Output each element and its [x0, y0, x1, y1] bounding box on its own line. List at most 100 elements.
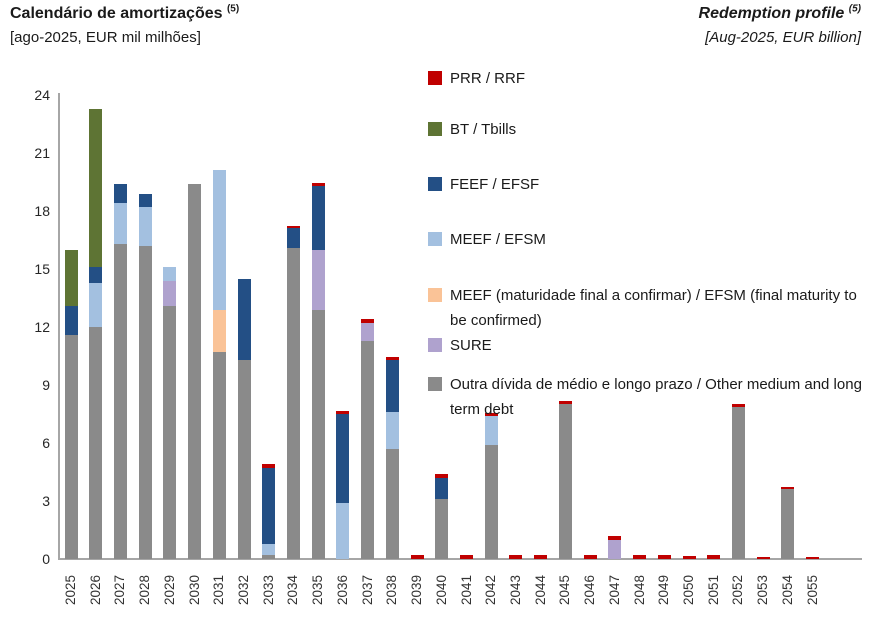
bar-segment-efsm-2036 [336, 502, 350, 559]
bar-segment-efsf-2033 [262, 468, 276, 544]
bar-segment-other-2030 [188, 183, 202, 559]
legend-label-other: Outra dívida de médio e longo prazo / Ot… [450, 376, 862, 418]
y-tick-0: 0 [42, 551, 50, 567]
bar-segment-efsf-2026 [89, 267, 103, 283]
bar-segment-efsm-2028 [138, 207, 152, 246]
bar-segment-rrf-2034 [286, 225, 300, 229]
x-tick-2036: 2036 [334, 574, 350, 606]
bar-segment-efsm-2038 [385, 412, 399, 449]
bar-segment-rrf-2041 [460, 555, 474, 559]
bar-segment-other-2034 [286, 247, 300, 559]
legend-item-efsf: FEEF / EFSF [428, 172, 864, 197]
y-tick-12: 12 [34, 319, 50, 335]
bar-segment-rrf-2043 [509, 555, 523, 559]
legend-label-efsf: FEEF / EFSF [450, 176, 540, 193]
bar-segment-sure-2029 [163, 280, 177, 306]
bar-segment-efsf-2038 [385, 359, 399, 413]
bar-segment-efsf-2034 [286, 228, 300, 248]
bar-segment-rrf-2046 [583, 555, 597, 559]
bar-segment-efsf-2040 [435, 477, 449, 500]
bar-segment-other-2040 [435, 499, 449, 559]
bar-segment-rrf-2042 [484, 413, 498, 416]
x-tick-2042: 2042 [483, 574, 499, 606]
legend-label-efsm: MEEF / EFSM [450, 231, 546, 248]
y-tick-21: 21 [34, 145, 50, 161]
bar-segment-efsm_tbc-2031 [212, 309, 226, 353]
page-subtitle-en: [Aug-2025, EUR billion] [705, 29, 861, 46]
bar-segment-rrf-2055 [806, 557, 820, 559]
x-tick-2029: 2029 [161, 574, 177, 606]
x-tick-2035: 2035 [310, 574, 326, 606]
x-tick-2039: 2039 [409, 574, 425, 606]
bar-segment-rrf-2054 [781, 487, 795, 490]
x-tick-2050: 2050 [681, 574, 696, 606]
bar-segment-other-2052 [731, 407, 745, 559]
bar-segment-efsf-2027 [113, 183, 127, 204]
y-tick-15: 15 [34, 261, 50, 277]
bar-segment-efsf-2025 [64, 305, 78, 335]
x-tick-2026: 2026 [87, 574, 103, 606]
bar-segment-other-2038 [385, 448, 399, 559]
title-en-footnote: (5) [848, 3, 861, 15]
bar-segment-other-2033 [262, 555, 276, 559]
bar-segment-rrf-2048 [633, 555, 647, 559]
x-tick-2027: 2027 [112, 574, 128, 606]
x-tick-2046: 2046 [582, 574, 598, 606]
bar-segment-other-2029 [163, 305, 177, 559]
bar-segment-other-2028 [138, 245, 152, 559]
bar-segment-efsm-2026 [89, 282, 103, 327]
bar-segment-rrf-2045 [558, 401, 572, 405]
x-axis-line [58, 558, 862, 560]
x-tick-2045: 2045 [557, 574, 573, 606]
bar-segment-rrf-2033 [262, 464, 276, 469]
legend-item-tbills: BT / Tbills [428, 117, 864, 142]
legend-swatch-efsf [428, 177, 442, 191]
legend-label-rrf: PRR / RRF [450, 70, 525, 87]
x-tick-2033: 2033 [260, 574, 276, 606]
bar-segment-efsf-2036 [336, 414, 350, 503]
legend-swatch-efsm_tbc [428, 288, 442, 302]
page-title-pt: Calendário de amortizações (5) [10, 4, 239, 23]
title-en-text: Redemption profile [698, 5, 845, 22]
bar-segment-efsf-2032 [237, 278, 251, 360]
legend-swatch-tbills [428, 122, 442, 136]
bar-segment-other-2032 [237, 359, 251, 559]
legend-label-sure: SURE [450, 337, 492, 354]
bar-segment-efsm-2033 [262, 543, 276, 556]
legend-swatch-efsm [428, 232, 442, 246]
bar-segment-other-2031 [212, 352, 226, 559]
y-tick-6: 6 [42, 435, 50, 451]
y-tick-18: 18 [34, 203, 50, 219]
x-tick-2049: 2049 [656, 574, 672, 606]
bar-segment-rrf-2053 [756, 557, 770, 559]
x-tick-2025: 2025 [63, 574, 78, 606]
bar-segment-rrf-2044 [534, 555, 548, 559]
title-pt-text: Calendário de amortizações [10, 5, 223, 22]
y-tick-3: 3 [42, 493, 50, 509]
bar-segment-efsm-2042 [484, 415, 498, 445]
x-tick-2028: 2028 [137, 574, 153, 606]
bar-segment-other-2045 [558, 404, 572, 559]
legend-swatch-rrf [428, 71, 442, 85]
bar-segment-efsm-2027 [113, 203, 127, 244]
x-tick-2044: 2044 [532, 574, 548, 606]
bar-segment-other-2025 [64, 334, 78, 559]
bar-segment-rrf-2049 [657, 555, 671, 559]
legend-label-tbills: BT / Tbills [450, 121, 517, 138]
legend-item-other: Outra dívida de médio e longo prazo / Ot… [428, 372, 864, 422]
x-tick-2037: 2037 [359, 574, 375, 606]
legend-swatch-sure [428, 338, 442, 352]
bar-segment-efsf-2028 [138, 193, 152, 208]
legend-item-sure: SURE [428, 333, 864, 358]
bar-segment-rrf-2050 [682, 556, 696, 559]
bar-segment-rrf-2038 [385, 356, 399, 360]
legend-item-efsm_tbc: MEEF (maturidade final a confirmar) / EF… [428, 283, 864, 333]
bar-segment-rrf-2036 [336, 411, 350, 414]
bar-segment-rrf-2052 [731, 404, 745, 408]
x-tick-2040: 2040 [433, 574, 449, 606]
bar-segment-other-2042 [484, 444, 498, 559]
x-tick-2043: 2043 [507, 574, 523, 606]
x-tick-2048: 2048 [631, 574, 647, 606]
x-tick-2053: 2053 [755, 574, 771, 606]
